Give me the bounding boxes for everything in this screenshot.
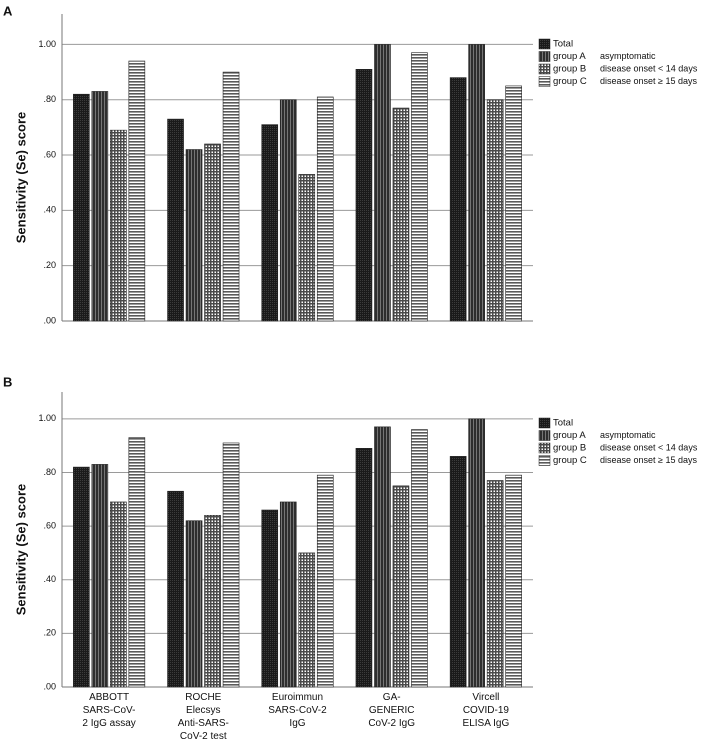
bar — [110, 129, 127, 322]
bar — [128, 437, 146, 688]
y-tick-label: .00 — [43, 315, 56, 325]
bar — [468, 44, 485, 322]
legend-label: group A — [553, 430, 586, 441]
legend-description: disease onset < 14 days — [600, 63, 698, 73]
bar — [222, 71, 240, 322]
bar — [91, 91, 109, 322]
bar — [505, 85, 522, 322]
bar — [73, 93, 90, 322]
legend-swatch — [538, 76, 551, 87]
x-tick-label: ABBOTT SARS-CoV- 2 IgG assay — [82, 692, 136, 729]
bar — [355, 69, 373, 322]
legend-description: disease onset < 14 days — [600, 442, 698, 452]
x-tick-label-box: Euroimmun SARS-CoV-2 IgG — [268, 692, 327, 729]
y-tick-label: .20 — [43, 260, 56, 270]
bar — [204, 143, 221, 322]
bar — [204, 515, 221, 688]
y-tick-label: .80 — [43, 467, 56, 477]
legend-label: Total — [553, 39, 573, 50]
legend-description: disease onset ≥ 15 days — [600, 455, 698, 465]
bar — [91, 464, 109, 688]
bar — [355, 448, 373, 688]
panel-label: B — [3, 374, 12, 389]
legend-label: group A — [553, 51, 586, 62]
y-axis-label: Sensitivity (Se) score — [13, 112, 28, 244]
bar — [392, 107, 410, 322]
legend-description: asymptomatic — [600, 430, 656, 440]
y-tick-label: .80 — [43, 94, 56, 104]
legend-label: group C — [553, 455, 587, 466]
legend-description: asymptomatic — [600, 51, 656, 61]
legend-swatch — [538, 417, 551, 429]
x-tick-label-box: ABBOTT SARS-CoV- 2 IgG assay — [82, 692, 136, 729]
legend-swatch — [538, 455, 551, 466]
legend-label: Total — [553, 418, 573, 429]
bar — [73, 466, 90, 688]
legend-swatch — [538, 38, 551, 50]
bar — [374, 426, 391, 688]
bar — [449, 77, 467, 322]
y-tick-label: .60 — [43, 520, 56, 530]
y-tick-label: .40 — [43, 205, 56, 215]
x-tick-label: Vircell COVID-19 ELISA IgG — [462, 692, 510, 729]
x-tick-label-box: Vircell COVID-19 ELISA IgG — [462, 692, 510, 729]
bar — [261, 509, 279, 688]
bar — [449, 456, 467, 688]
bar — [316, 474, 334, 688]
legend-label: group C — [553, 76, 587, 87]
bar — [411, 429, 428, 688]
bar — [185, 520, 203, 688]
bar — [468, 418, 485, 688]
bar — [411, 52, 428, 322]
bar — [279, 501, 297, 688]
bar — [110, 501, 127, 688]
bar — [374, 44, 391, 322]
legend-label: group B — [553, 64, 586, 75]
y-tick-label: .60 — [43, 149, 56, 159]
y-tick-label: .20 — [43, 628, 56, 638]
legend-label: group B — [553, 443, 586, 454]
bar — [261, 124, 279, 322]
bar — [279, 99, 297, 322]
x-tick-label-box: ROCHE Elecsys Anti-SARS- CoV-2 test — [177, 692, 229, 742]
legend-swatch — [538, 63, 551, 75]
x-tick-label-box: GA- GENERIC CoV-2 IgG — [368, 692, 416, 729]
panel-label: A — [3, 3, 13, 18]
bar — [128, 60, 146, 322]
legend-swatch — [538, 442, 551, 454]
y-tick-label: .00 — [43, 681, 56, 691]
bar — [298, 174, 316, 322]
legend-swatch — [538, 430, 551, 441]
y-tick-label: 1.00 — [38, 413, 56, 423]
bar — [486, 480, 504, 688]
x-tick-label: Euroimmun SARS-CoV-2 IgG — [268, 692, 327, 729]
bar — [392, 485, 410, 688]
bar — [167, 490, 184, 688]
bar — [167, 118, 184, 322]
bar — [185, 149, 203, 322]
y-tick-label: .40 — [43, 574, 56, 584]
bar — [486, 99, 504, 322]
x-tick-label: ROCHE Elecsys Anti-SARS- CoV-2 test — [177, 692, 229, 742]
legend-description: disease onset ≥ 15 days — [600, 76, 698, 86]
bar — [316, 96, 334, 322]
y-tick-label: 1.00 — [38, 39, 56, 49]
legend-swatch — [538, 51, 551, 62]
x-tick-label: GA- GENERIC CoV-2 IgG — [368, 692, 416, 729]
y-axis-label: Sensitivity (Se) score — [13, 484, 28, 616]
bar — [298, 552, 316, 688]
bar — [505, 474, 522, 688]
bar — [222, 442, 240, 688]
